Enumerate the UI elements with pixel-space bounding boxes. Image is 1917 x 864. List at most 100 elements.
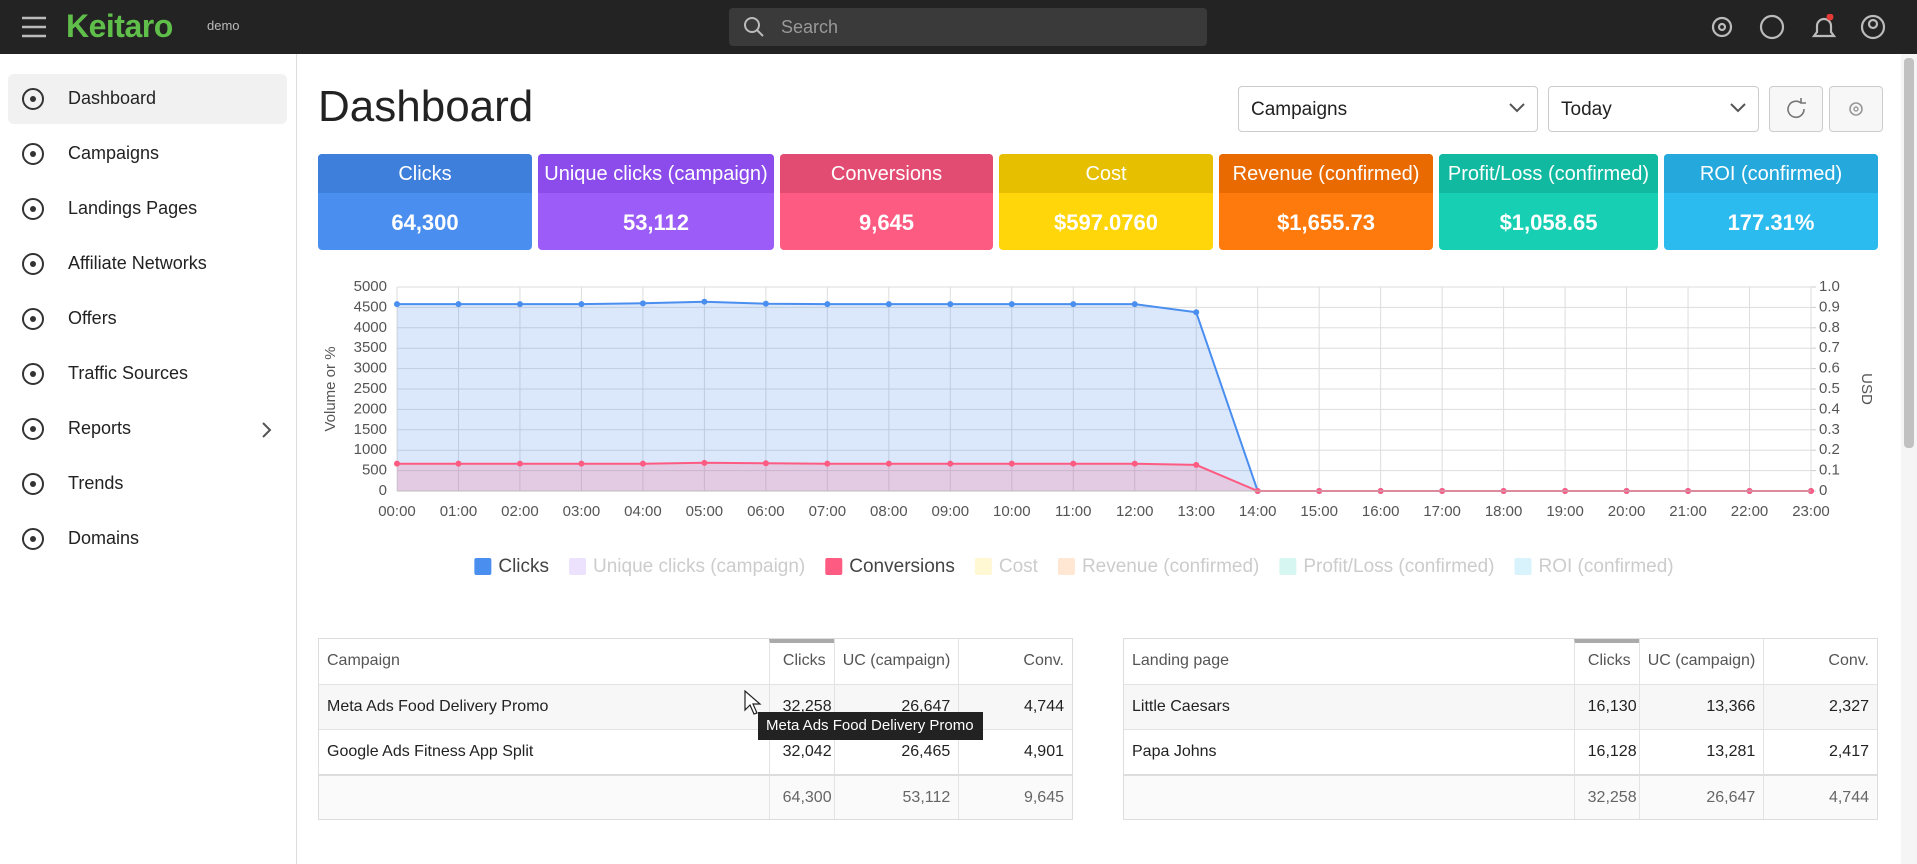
card-label: Cost	[999, 154, 1213, 193]
summary-card[interactable]: Conversions9,645	[780, 154, 993, 250]
legend-swatch	[1058, 558, 1075, 575]
legend-label: Cost	[999, 556, 1039, 577]
data-point	[763, 460, 769, 466]
column-header[interactable]: UC (campaign)	[834, 639, 959, 684]
data-point	[824, 301, 830, 307]
summary-card[interactable]: ROI (confirmed)177.31%	[1664, 154, 1878, 250]
summary-card[interactable]: Profit/Loss (confirmed)$1,058.65	[1439, 154, 1658, 250]
column-header[interactable]: Landing page	[1124, 639, 1574, 684]
data-point	[1132, 461, 1138, 467]
summary-card[interactable]: Revenue (confirmed)$1,655.73	[1219, 154, 1433, 250]
y-tick-label: 5000	[354, 278, 387, 295]
x-tick-label: 20:00	[1608, 503, 1646, 520]
card-value: 64,300	[318, 193, 532, 236]
data-point	[578, 461, 584, 467]
x-tick-label: 11:00	[1055, 503, 1091, 520]
card-label: Unique clicks (campaign)	[538, 154, 774, 193]
y2-tick-label: 0.8	[1819, 319, 1840, 336]
legend-label: Unique clicks (campaign)	[593, 556, 805, 577]
data-point	[701, 460, 707, 466]
header-row: Landing pageClicksUC (campaign)Conv.	[1124, 639, 1877, 684]
settings-button[interactable]	[1829, 86, 1883, 132]
total-cell: 9,645	[958, 776, 1072, 819]
total-cell: 64,300	[769, 776, 834, 819]
x-tick-label: 05:00	[686, 503, 724, 520]
y2-tick-label: 0	[1819, 482, 1827, 499]
y-tick-label: 2500	[354, 380, 387, 397]
data-point	[640, 461, 646, 467]
table-cell: 16,128	[1574, 730, 1639, 774]
card-label: ROI (confirmed)	[1664, 154, 1878, 193]
card-value: $1,655.73	[1219, 193, 1433, 236]
x-tick-label: 06:00	[747, 503, 785, 520]
x-tick-label: 10:00	[993, 503, 1031, 520]
y2-tick-label: 0.7	[1819, 339, 1840, 356]
table-cell	[1124, 776, 1574, 819]
period-select[interactable]: Today	[1548, 86, 1759, 132]
data-point	[886, 461, 892, 467]
data-point	[763, 301, 769, 307]
data-point	[455, 461, 461, 467]
card-value: 53,112	[538, 193, 774, 236]
refresh-button[interactable]	[1769, 86, 1823, 132]
column-header[interactable]: UC (campaign)	[1639, 639, 1764, 684]
data-point	[394, 461, 400, 467]
totals-row: 64,30053,1129,645	[319, 774, 1072, 819]
x-tick-label: 09:00	[932, 503, 970, 520]
y2-tick-label: 0.2	[1819, 441, 1840, 458]
summary-card[interactable]: Cost$597.0760	[999, 154, 1213, 250]
totals-row: 32,25826,6474,744	[1124, 774, 1877, 819]
y2-tick-label: 0.9	[1819, 298, 1840, 315]
table-cell: Papa Johns	[1124, 730, 1574, 774]
legend-label: Profit/Loss (confirmed)	[1303, 556, 1494, 577]
y2-tick-label: 0.1	[1819, 462, 1840, 479]
data-point	[701, 299, 707, 305]
table-cell: Google Ads Fitness App Split	[319, 730, 769, 774]
legend-swatch	[1279, 558, 1296, 575]
x-tick-label: 08:00	[870, 503, 908, 520]
legend-swatch	[474, 558, 491, 575]
summary-card[interactable]: Clicks64,300	[318, 154, 532, 250]
column-header[interactable]: Conv.	[958, 639, 1072, 684]
data-point	[1070, 301, 1076, 307]
summary-card[interactable]: Unique clicks (campaign)53,112	[538, 154, 774, 250]
column-header[interactable]: Clicks	[1574, 639, 1639, 684]
data-point	[578, 301, 584, 307]
data-point	[517, 461, 523, 467]
data-point	[455, 301, 461, 307]
x-tick-label: 21:00	[1669, 503, 1707, 520]
x-tick-label: 01:00	[440, 503, 478, 520]
y-tick-label: 2000	[354, 400, 387, 417]
card-label: Conversions	[780, 154, 993, 193]
entity-select[interactable]: Campaigns	[1238, 86, 1538, 132]
legend-label: ROI (confirmed)	[1539, 556, 1674, 577]
card-value: $1,058.65	[1439, 193, 1658, 236]
legend-label: Conversions	[849, 556, 955, 577]
column-header[interactable]: Campaign	[319, 639, 769, 684]
y2-tick-label: 0.5	[1819, 380, 1840, 397]
table-row[interactable]: Little Caesars16,13013,3662,327	[1124, 684, 1877, 729]
data-point	[886, 301, 892, 307]
column-header[interactable]: Conv.	[1763, 639, 1877, 684]
y2-tick-label: 0.6	[1819, 360, 1840, 377]
table-cell: 16,130	[1574, 685, 1639, 729]
column-header[interactable]: Clicks	[769, 639, 834, 684]
y2-tick-label: 0.4	[1819, 400, 1840, 417]
y-tick-label: 500	[362, 462, 387, 479]
total-cell: 32,258	[1574, 776, 1639, 819]
table-row[interactable]: Papa Johns16,12813,2812,417	[1124, 729, 1877, 774]
data-point	[1070, 461, 1076, 467]
table-cell: Little Caesars	[1124, 685, 1574, 729]
select-value: Today	[1561, 99, 1612, 120]
table-cell: 2,417	[1763, 730, 1877, 774]
series-area	[397, 463, 1811, 491]
data-point	[1193, 462, 1199, 468]
total-cell: 4,744	[1763, 776, 1877, 819]
table-cell: 13,281	[1639, 730, 1764, 774]
table-cell: 2,327	[1763, 685, 1877, 729]
y-tick-label: 0	[379, 482, 387, 499]
x-tick-label: 07:00	[809, 503, 847, 520]
card-label: Clicks	[318, 154, 532, 193]
page-title: Dashboard	[318, 82, 533, 132]
